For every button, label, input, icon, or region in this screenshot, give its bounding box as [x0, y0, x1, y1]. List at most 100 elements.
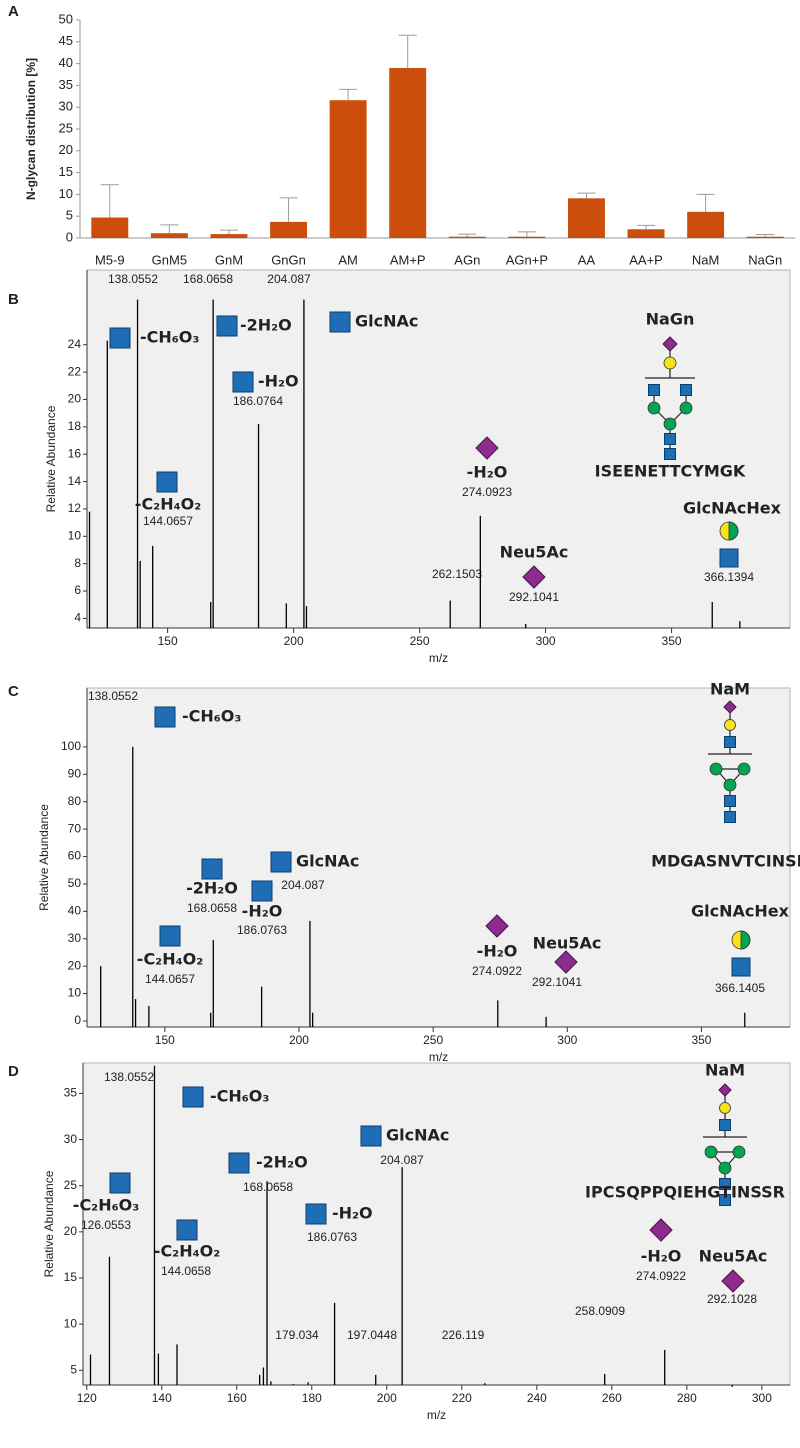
- neu5ac-icon: [485, 914, 509, 938]
- y-tick-label: 6: [74, 583, 81, 597]
- x-tick-label: 140: [152, 1391, 172, 1405]
- peak-label: 144.0658: [161, 1264, 211, 1278]
- peak-label: 138.0552: [88, 689, 138, 703]
- y-axis-label: Relative Abundance: [37, 804, 51, 911]
- peak-label: 144.0657: [145, 972, 195, 986]
- x-tick-label: AA: [578, 252, 596, 267]
- y-tick-label: 14: [68, 474, 82, 488]
- error-bar: [577, 192, 596, 199]
- glcnac-icon: [719, 1194, 731, 1206]
- glcnac-icon: [154, 706, 176, 728]
- x-tick-label: 150: [155, 1033, 175, 1047]
- bar: [270, 221, 308, 238]
- glcnac-icon: [109, 327, 131, 349]
- y-tick-label: 15: [59, 164, 73, 179]
- y-tick-label: 35: [59, 77, 73, 92]
- annotation: -H₂O: [332, 1204, 373, 1223]
- glcnac-icon: [109, 1172, 131, 1194]
- annotation: NaGn: [646, 310, 695, 329]
- y-tick-label: 15: [64, 1270, 78, 1284]
- annotation: -C₂H₄O₂: [137, 950, 203, 969]
- y-tick-label: 0: [74, 1013, 81, 1027]
- bar: [150, 233, 188, 238]
- x-tick-label: 300: [557, 1033, 577, 1047]
- x-tick-label: 240: [527, 1391, 547, 1405]
- hex-icon: [709, 762, 723, 776]
- peak-label: 292.1041: [532, 975, 582, 989]
- annotation: MDGASNVTCINSR: [651, 852, 800, 871]
- annotation: -H₂O: [641, 1247, 682, 1266]
- neu5ac-icon: [475, 436, 499, 460]
- annotation: ISEENETTCYMGK: [595, 462, 746, 481]
- glcnac-icon: [156, 471, 178, 493]
- glcnac-icon: [176, 1219, 198, 1241]
- bar: [91, 217, 129, 238]
- y-tick-label: 20: [68, 958, 82, 972]
- annotation: NaM: [710, 680, 750, 699]
- bar: [627, 229, 665, 238]
- neu5ac-icon: [649, 1218, 673, 1242]
- y-tick-label: 35: [64, 1086, 78, 1100]
- annotation: Neu5Ac: [699, 1247, 768, 1266]
- glcnac-icon: [719, 1178, 731, 1190]
- annotation: -H₂O: [477, 942, 518, 961]
- hex-icon: [647, 401, 661, 415]
- y-tick-label: 10: [68, 528, 82, 542]
- peak-label: 186.0763: [237, 923, 287, 937]
- glcnac-icon: [201, 858, 223, 880]
- error-bar: [160, 224, 179, 234]
- y-tick-label: 16: [68, 446, 82, 460]
- y-axis-label: Relative Abundance: [44, 405, 58, 512]
- bar: [448, 236, 486, 238]
- bar: [329, 100, 367, 238]
- peak-label: 292.1041: [509, 590, 559, 604]
- x-tick-label: 200: [284, 634, 304, 648]
- hex-icon: [663, 356, 677, 370]
- peak-label: 144.0657: [143, 514, 193, 528]
- neu5ac-icon: [721, 1269, 745, 1293]
- hex-icon: [723, 778, 737, 792]
- error-bar: [458, 233, 477, 237]
- y-tick-label: 80: [68, 794, 82, 808]
- error-bar: [219, 229, 238, 235]
- annotation: GlcNAc: [355, 312, 418, 331]
- y-tick-label: 70: [68, 821, 82, 835]
- peak-label: 258.0909: [575, 1304, 625, 1318]
- peak-label: 179.034: [275, 1328, 319, 1342]
- x-tick-label: 180: [302, 1391, 322, 1405]
- error-bar: [339, 88, 358, 101]
- peak-label: 204.087: [267, 272, 311, 286]
- y-tick-label: 22: [68, 364, 82, 378]
- annotation: -2H₂O: [186, 879, 238, 898]
- hex-icon: [737, 762, 751, 776]
- x-tick-label: 350: [662, 634, 682, 648]
- peak-label: 168.0658: [183, 272, 233, 286]
- peak-label: 274.0923: [462, 485, 512, 499]
- x-tick-label: 300: [536, 634, 556, 648]
- glcnac-icon: [232, 371, 254, 393]
- error-bar: [517, 231, 536, 237]
- annotation: NaM: [705, 1061, 745, 1080]
- hex-icon: [718, 1161, 732, 1175]
- glcnac-icon: [648, 384, 660, 396]
- glcnac-icon: [270, 851, 292, 873]
- peak-label: 138.0552: [108, 272, 158, 286]
- glcnac-icon: [228, 1152, 250, 1174]
- annotation: GlcNAc: [386, 1126, 449, 1145]
- panel-label: C: [8, 683, 19, 700]
- glcnac-icon: [329, 311, 351, 333]
- peak-label: 262.1503: [432, 567, 482, 581]
- peak-label: 204.087: [380, 1153, 424, 1167]
- peak-label: 168.0658: [243, 1180, 293, 1194]
- hex-icon: [704, 1145, 718, 1159]
- glcnac-icon: [719, 548, 739, 568]
- y-tick-label: 4: [74, 611, 81, 625]
- x-tick-label: AM+P: [390, 252, 426, 267]
- y-tick-label: 10: [68, 986, 82, 1000]
- y-tick-label: 5: [66, 208, 73, 223]
- bar: [567, 198, 605, 238]
- x-axis-label: m/z: [429, 1050, 448, 1064]
- neu5ac-icon: [662, 336, 678, 352]
- x-tick-label: AGn: [454, 252, 480, 267]
